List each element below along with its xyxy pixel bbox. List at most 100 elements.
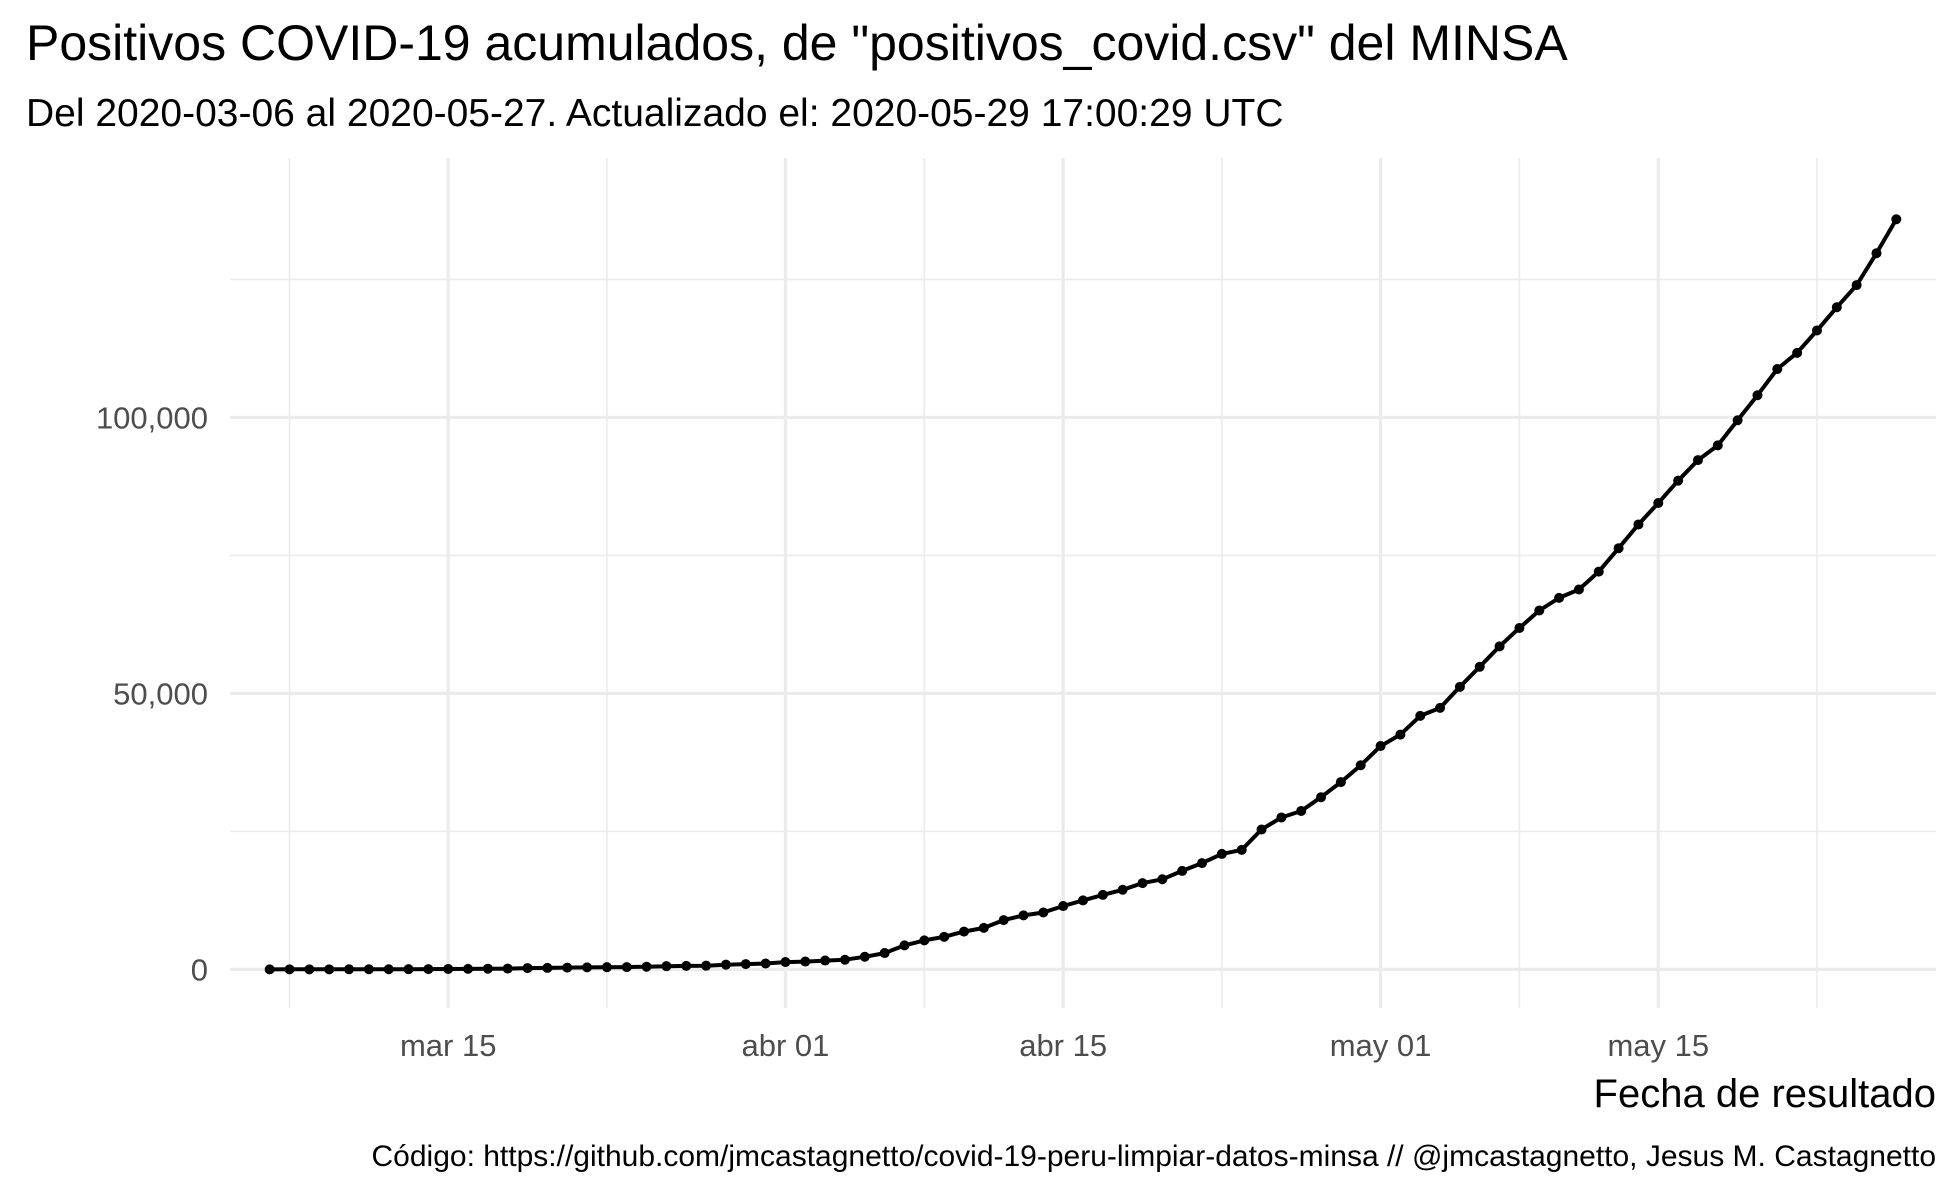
data-point (1415, 710, 1426, 721)
data-point (1435, 702, 1446, 713)
data-point (443, 963, 454, 974)
data-point (482, 963, 493, 974)
data-point (1454, 681, 1465, 692)
major-gridlines (230, 158, 1936, 1008)
data-point (1613, 543, 1624, 554)
series-line (269, 218, 1899, 972)
data-point (1355, 760, 1366, 771)
data-point (403, 964, 414, 975)
data-point (1018, 910, 1029, 921)
data-point (958, 926, 969, 937)
data-point (601, 962, 612, 973)
chart-caption: Código: https://github.com/jmcastagnetto… (371, 1140, 1937, 1173)
data-point (284, 964, 295, 975)
x-axis-title: Fecha de resultado (1593, 1072, 1936, 1116)
data-point (1633, 519, 1644, 530)
data-point (998, 915, 1009, 926)
data-point (1573, 584, 1584, 595)
data-point (899, 940, 910, 951)
data-point (978, 922, 989, 933)
data-point (1276, 812, 1287, 823)
data-point (1078, 895, 1088, 906)
data-point (661, 961, 672, 972)
data-point (621, 962, 632, 973)
x-tick-label: abr 01 (741, 1028, 829, 1063)
data-point (1732, 415, 1743, 426)
data-point (363, 964, 374, 975)
data-point (1831, 302, 1842, 313)
data-point (1772, 364, 1783, 375)
data-point (1891, 214, 1902, 225)
data-point (1851, 280, 1862, 291)
y-tick-label: 50,000 (113, 676, 208, 711)
data-point (562, 962, 573, 973)
data-point (502, 963, 513, 974)
data-point (919, 935, 930, 946)
data-point (740, 959, 751, 970)
series-group (264, 214, 1902, 975)
chart-subtitle: Del 2020-03-06 al 2020-05-27. Actualizad… (26, 92, 1284, 135)
data-point (383, 964, 394, 975)
data-point (1316, 792, 1327, 803)
data-point (879, 948, 890, 959)
data-point (1236, 844, 1247, 855)
data-point (542, 962, 553, 973)
minor-gridlines (230, 158, 1936, 1008)
data-point (1256, 824, 1267, 835)
data-point (1157, 874, 1168, 885)
data-point (760, 958, 771, 969)
data-point (1216, 848, 1227, 859)
data-point (1653, 497, 1664, 508)
data-point (1375, 741, 1386, 752)
data-point (859, 951, 870, 962)
data-point (681, 960, 692, 971)
data-point (1871, 248, 1882, 259)
y-axis-tick-labels: 0 50,000 100,000 (96, 400, 208, 987)
y-tick-label: 0 (191, 952, 208, 987)
data-point (264, 964, 275, 975)
data-point (720, 959, 731, 970)
data-point (304, 964, 315, 975)
data-point (1395, 729, 1406, 740)
data-point (1712, 440, 1723, 451)
data-point (1197, 858, 1208, 869)
data-point (1811, 325, 1822, 336)
data-point (1514, 623, 1525, 634)
data-point (1058, 901, 1069, 912)
data-point (463, 963, 474, 974)
x-tick-label: abr 15 (1019, 1028, 1107, 1063)
data-point (522, 963, 533, 974)
data-point (1097, 889, 1108, 900)
data-point (1494, 641, 1505, 652)
data-point (423, 964, 434, 975)
data-point (344, 964, 355, 975)
data-point (1335, 777, 1346, 788)
x-axis-tick-labels: mar 15 abr 01 abr 15 may 01 may 15 (400, 1028, 1709, 1063)
data-point (1752, 390, 1763, 401)
y-tick-label: 100,000 (96, 400, 208, 435)
data-point (780, 957, 791, 968)
data-point (1792, 347, 1803, 358)
data-point (1534, 605, 1545, 616)
data-point (1137, 878, 1148, 889)
data-point (324, 964, 335, 975)
data-point (1593, 566, 1604, 577)
data-point (820, 955, 831, 966)
data-point (1177, 865, 1188, 876)
data-point (582, 962, 593, 973)
x-tick-label: may 15 (1607, 1028, 1709, 1063)
data-point (800, 956, 811, 967)
data-point (1117, 884, 1128, 895)
data-point (1474, 661, 1485, 672)
chart-title: Positivos COVID-19 acumulados, de "posit… (26, 15, 1568, 71)
data-point (641, 961, 652, 972)
data-point (1554, 592, 1565, 603)
data-point (839, 954, 850, 965)
x-tick-label: may 01 (1330, 1028, 1432, 1063)
x-tick-label: mar 15 (400, 1028, 496, 1063)
data-point (1673, 475, 1684, 486)
data-point (1038, 907, 1049, 918)
data-point (939, 931, 950, 942)
data-point (701, 960, 712, 971)
